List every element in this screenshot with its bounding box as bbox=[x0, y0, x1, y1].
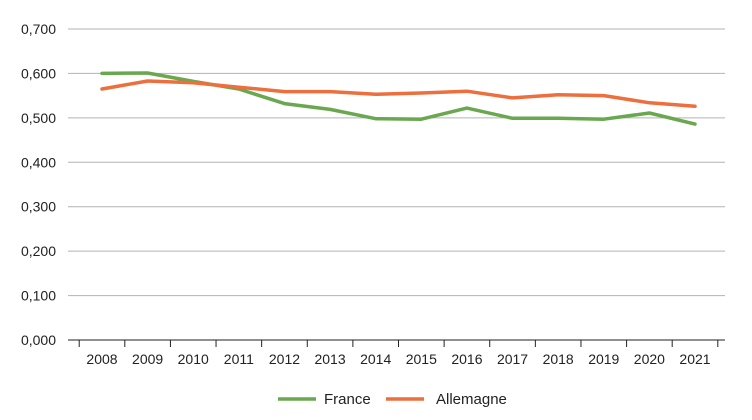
x-tick-label: 2011 bbox=[224, 351, 254, 367]
y-tick-label: 0,000 bbox=[21, 332, 56, 348]
x-tick-label: 2013 bbox=[314, 351, 345, 367]
y-tick-label: 0,700 bbox=[21, 21, 56, 37]
x-axis-tick-labels: 2008 2009 2010 2011 2012 2013 2014 2015 2016 2017… bbox=[86, 351, 710, 367]
y-tick-label: 0,300 bbox=[21, 199, 56, 215]
x-tick-label: 2019 bbox=[588, 351, 619, 367]
x-tick-label: 2016 bbox=[451, 351, 482, 367]
x-tick-label: 2009 bbox=[132, 351, 163, 367]
y-tick-label: 0,200 bbox=[21, 243, 56, 259]
y-tick-label: 0,100 bbox=[21, 288, 56, 304]
x-tick-label: 2017 bbox=[497, 351, 528, 367]
series-lines bbox=[100, 71, 697, 126]
legend: France Allemagne bbox=[278, 391, 507, 408]
x-tick-label: 2018 bbox=[543, 351, 574, 367]
x-tick-label: 2014 bbox=[360, 351, 391, 367]
x-tick-label: 2020 bbox=[634, 351, 665, 367]
x-tick-label: 2015 bbox=[406, 351, 437, 367]
legend-label-france: France bbox=[324, 391, 371, 408]
series-line-allemagne bbox=[100, 79, 697, 109]
series-line-france bbox=[100, 71, 697, 126]
x-tick-label: 2010 bbox=[178, 351, 209, 367]
y-axis-tick-labels: 0,000 0,100 0,200 0,300 0,400 0,500 0,600 0,700 bbox=[21, 21, 56, 348]
x-tick-label: 2008 bbox=[86, 351, 117, 367]
x-tick-label: 2012 bbox=[269, 351, 300, 367]
y-tick-label: 0,500 bbox=[21, 110, 56, 126]
x-tick-label: 2021 bbox=[679, 351, 710, 367]
legend-label-allemagne: Allemagne bbox=[436, 391, 507, 408]
y-tick-label: 0,600 bbox=[21, 65, 56, 81]
y-tick-label: 0,400 bbox=[21, 154, 56, 170]
